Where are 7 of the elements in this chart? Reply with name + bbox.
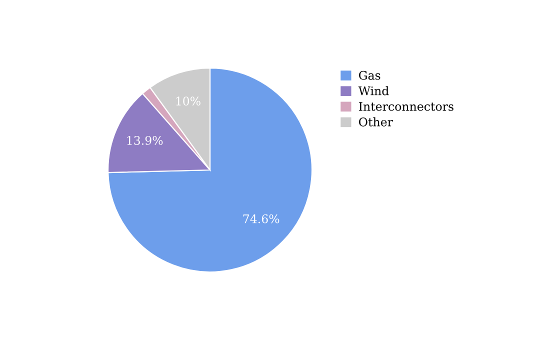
legend-label: Interconnectors [358,102,454,111]
legend-label: Wind [358,86,389,96]
legend-label: Other [358,117,393,126]
pie-slice [108,67,313,272]
data-label: 13.9% [127,136,163,145]
legend-label: Gas [358,70,380,80]
data-label: 74.6% [243,214,280,224]
